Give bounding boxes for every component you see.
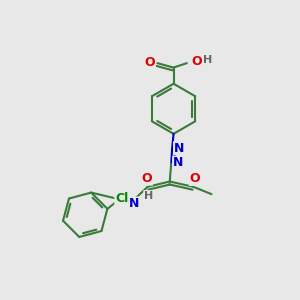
Text: H: H	[203, 55, 212, 65]
Text: N: N	[129, 197, 140, 210]
Text: O: O	[191, 56, 202, 68]
Text: N: N	[173, 157, 183, 169]
Text: N: N	[174, 142, 184, 155]
Text: O: O	[189, 172, 200, 185]
Text: O: O	[142, 172, 152, 185]
Text: H: H	[144, 190, 153, 201]
Text: Cl: Cl	[115, 192, 128, 205]
Text: O: O	[145, 56, 155, 69]
